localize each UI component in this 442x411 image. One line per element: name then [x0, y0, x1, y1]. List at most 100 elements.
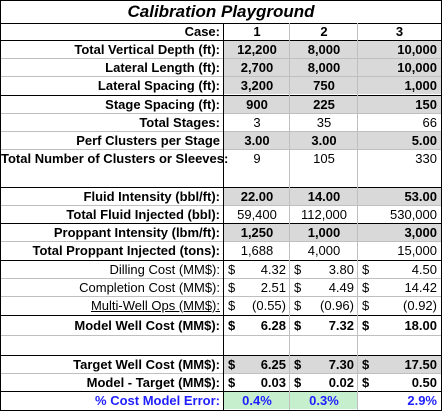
drilling-cost-case-1-value: 4.32 [260, 262, 286, 277]
total-clusters-case-1: 9 [253, 151, 261, 166]
grid-line [1, 131, 441, 132]
target-cost-row: Target Well Cost (MM$): $6.25 $7.30 $17.… [1, 356, 441, 373]
total-fluid-case-1: 59,400 [237, 207, 277, 222]
completion-cost-case-1: $2.51 [224, 279, 290, 296]
total-stages-case-2: 35 [316, 115, 332, 130]
completion-cost-case-2-value: 4.49 [328, 280, 354, 295]
target-cost-case-1-value: 6.25 [260, 357, 286, 372]
currency-symbol: $ [294, 298, 302, 313]
fluid-intensity-case-1[interactable]: 22.00 [224, 188, 290, 205]
drilling-cost-case-1: $4.32 [224, 261, 290, 278]
currency-symbol: $ [228, 280, 236, 295]
target-cost-case-3[interactable]: $17.50 [358, 356, 441, 373]
grid-line [1, 149, 441, 150]
perf-clusters-label: Perf Clusters per Stage [76, 133, 220, 148]
target-cost-case-1[interactable]: $6.25 [224, 356, 290, 373]
lateral-length-case-2[interactable]: 8,000 [290, 59, 358, 76]
target-cost-label: Target Well Cost (MM$): [73, 357, 220, 372]
grid-line [1, 23, 441, 24]
total-proppant-case-1: 1,688 [240, 243, 274, 258]
case-2-header[interactable]: 2 [320, 24, 328, 39]
lateral-length-case-1[interactable]: 2,700 [224, 59, 290, 76]
model-cost-label: Model Well Cost (MM$): [74, 318, 220, 333]
lateral-spacing-case-2[interactable]: 750 [290, 77, 358, 94]
grid-line [223, 23, 224, 410]
currency-symbol: $ [228, 318, 236, 333]
tvd-case-3[interactable]: 10,000 [358, 41, 441, 58]
grid-line [1, 260, 441, 261]
total-proppant-case-3: 15,000 [397, 243, 437, 258]
grid-line [1, 205, 441, 206]
currency-symbol: $ [294, 357, 302, 372]
tvd-case-1[interactable]: 12,200 [224, 41, 290, 58]
currency-symbol: $ [362, 318, 370, 333]
total-fluid-case-3: 530,000 [390, 207, 437, 222]
perf-clusters-case-1[interactable]: 3.00 [224, 132, 290, 149]
model-cost-case-2-value: 7.32 [328, 318, 354, 333]
grid-line [1, 373, 441, 374]
fluid-intensity-row: Fluid Intensity (bbl/ft): 22.00 14.00 53… [1, 188, 441, 205]
multiwell-case-2: $ (0.96) [290, 297, 358, 314]
model-cost-case-2: $7.32 [290, 317, 358, 334]
grid-line [1, 113, 441, 114]
total-fluid-label: Total Fluid Injected (bbl): [66, 207, 220, 222]
total-fluid-case-2: 112,000 [300, 207, 348, 222]
model-cost-case-1-value: 6.28 [260, 318, 286, 333]
grid-line [1, 335, 441, 336]
currency-symbol: $ [294, 375, 302, 390]
model-minus-target-row: Model - Target (MM$): $0.03 $0.02 $0.50 [1, 374, 441, 391]
sheet-title: Calibration Playground [127, 2, 315, 21]
fluid-intensity-case-2[interactable]: 14.00 [290, 188, 358, 205]
grid-line [1, 187, 441, 188]
fluid-intensity-case-3[interactable]: 53.00 [358, 188, 441, 205]
tvd-case-2[interactable]: 8,000 [290, 41, 358, 58]
total-proppant-row: Total Proppant Injected (tons): 1,688 4,… [1, 242, 441, 259]
multiwell-case-3: $ (0.92) [358, 297, 441, 314]
lateral-spacing-case-1[interactable]: 3,200 [224, 77, 290, 94]
lateral-length-label: Lateral Length (ft): [105, 60, 220, 75]
stage-spacing-case-3[interactable]: 150 [358, 96, 441, 113]
completion-cost-case-1-value: 2.51 [260, 280, 286, 295]
tvd-label: Total Vertical Depth (ft): [74, 42, 220, 57]
grid-line [357, 23, 358, 410]
target-cost-case-3-value: 17.50 [404, 357, 437, 372]
model-cost-case-3: $18.00 [358, 317, 441, 334]
perf-clusters-case-2[interactable]: 3.00 [290, 132, 358, 149]
stage-spacing-case-1[interactable]: 900 [224, 96, 290, 113]
grid-line [1, 241, 441, 242]
total-clusters-case-3: 330 [415, 151, 437, 166]
grid-line [1, 76, 441, 77]
target-cost-case-2[interactable]: $7.30 [290, 356, 358, 373]
drilling-cost-case-2-value: 3.80 [328, 262, 354, 277]
stage-spacing-case-2[interactable]: 225 [290, 96, 358, 113]
multiwell-case-2-value: (0.96) [320, 298, 354, 313]
model-cost-case-3-value: 18.00 [404, 318, 437, 333]
case-3-header[interactable]: 3 [395, 24, 404, 39]
grid-line [1, 315, 441, 316]
currency-symbol: $ [294, 280, 302, 295]
proppant-intensity-case-3[interactable]: 3,000 [358, 224, 441, 241]
grid-line [1, 391, 441, 392]
case-1-header[interactable]: 1 [253, 24, 261, 39]
model-minus-target-case-2-value: 0.02 [328, 375, 354, 390]
proppant-intensity-case-1[interactable]: 1,250 [224, 224, 290, 241]
proppant-intensity-case-2[interactable]: 1,000 [290, 224, 358, 241]
grid-line [1, 223, 441, 224]
drilling-cost-case-3: $4.50 [358, 261, 441, 278]
proppant-intensity-label: Proppant Intensity (lbm/ft): [53, 225, 220, 240]
lateral-length-case-3[interactable]: 10,000 [358, 59, 441, 76]
model-minus-target-case-1: $0.03 [224, 374, 290, 391]
perf-clusters-case-3[interactable]: 5.00 [358, 132, 441, 149]
currency-symbol: $ [228, 262, 236, 277]
total-proppant-label: Total Proppant Injected (tons): [32, 243, 220, 258]
grid-line [1, 40, 441, 41]
error-case-2: 0.3% [290, 392, 358, 409]
grid-line [289, 23, 290, 410]
model-cost-case-1: $6.28 [224, 317, 290, 334]
completion-cost-case-3-value: 14.42 [404, 280, 437, 295]
tvd-row: Total Vertical Depth (ft): 12,200 8,000 … [1, 41, 441, 58]
lateral-spacing-case-3[interactable]: 1,000 [358, 77, 441, 94]
perf-clusters-row: Perf Clusters per Stage 3.00 3.00 5.00 [1, 132, 441, 149]
completion-cost-label: Completion Cost (MM$): [79, 280, 220, 295]
model-minus-target-case-3: $0.50 [358, 374, 441, 391]
